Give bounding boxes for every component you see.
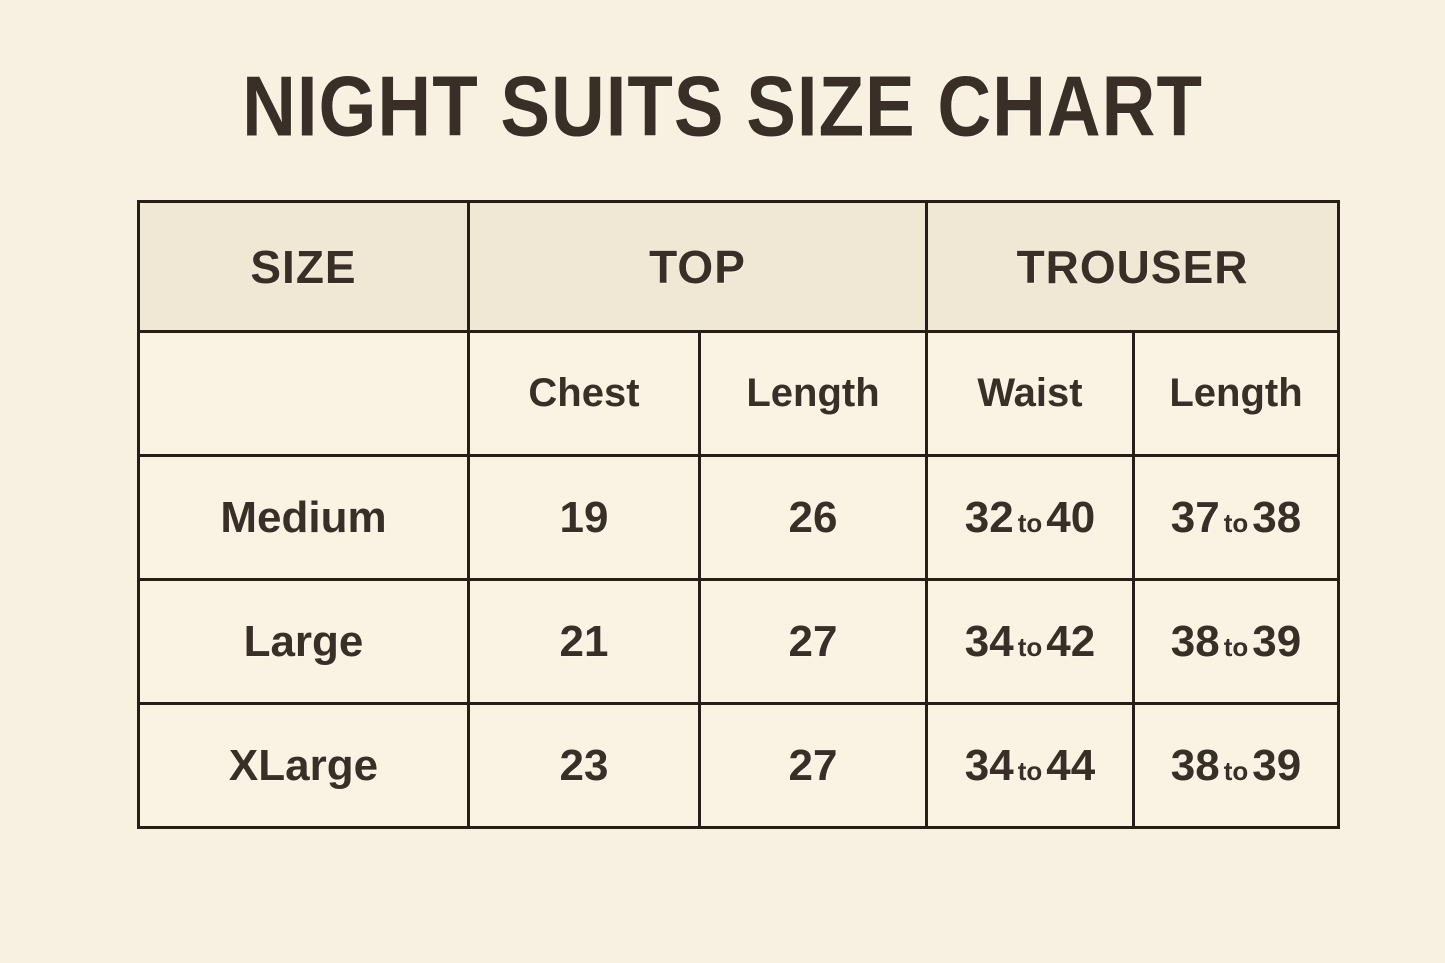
size-chart-table: SIZE TOP TROUSER Chest Length Waist Leng… [137, 200, 1341, 829]
chest-value: 23 [467, 702, 701, 829]
header-trouser: TROUSER [925, 200, 1341, 333]
range-separator: to [1017, 755, 1043, 786]
range-separator: to [1017, 631, 1043, 662]
top-length-value: 27 [697, 578, 929, 705]
waist-high: 40 [1046, 492, 1096, 542]
chest-value: 21 [467, 578, 701, 705]
table-row-large: Large 21 27 34 to42 38 to39 [137, 578, 1341, 705]
subheader-empty [137, 330, 470, 457]
range-separator: to [1223, 507, 1249, 538]
range-separator: to [1223, 631, 1249, 662]
sub-header-row: Chest Length Waist Length [137, 330, 1341, 457]
trouser-length-low: 38 [1170, 740, 1220, 790]
table-row-xlarge: XLarge 23 27 34 to44 38 to39 [137, 702, 1341, 829]
page-title: NIGHT SUITS SIZE CHART [242, 59, 1203, 155]
range-separator: to [1017, 507, 1043, 538]
size-label: Medium [137, 454, 470, 581]
size-label: XLarge [137, 702, 470, 829]
size-label: Large [137, 578, 470, 705]
subheader-top-length: Length [697, 330, 929, 457]
table-row-medium: Medium 19 26 32 to40 37 to38 [137, 454, 1341, 581]
trouser-length-range: 37 to38 [1132, 454, 1341, 581]
trouser-length-high: 39 [1252, 616, 1302, 666]
trouser-length-high: 39 [1252, 740, 1302, 790]
waist-low: 34 [964, 616, 1014, 666]
trouser-length-low: 38 [1170, 616, 1220, 666]
waist-high: 44 [1046, 740, 1096, 790]
group-header-row: SIZE TOP TROUSER [137, 200, 1341, 333]
waist-range: 34 to42 [925, 578, 1136, 705]
range-separator: to [1223, 755, 1249, 786]
subheader-waist: Waist [925, 330, 1136, 457]
trouser-length-high: 38 [1252, 492, 1302, 542]
waist-range: 34 to44 [925, 702, 1136, 829]
waist-low: 32 [964, 492, 1014, 542]
chest-value: 19 [467, 454, 701, 581]
trouser-length-range: 38 to39 [1132, 702, 1341, 829]
waist-range: 32 to40 [925, 454, 1136, 581]
subheader-trouser-length: Length [1132, 330, 1341, 457]
top-length-value: 26 [697, 454, 929, 581]
header-top: TOP [466, 200, 929, 333]
header-size: SIZE [137, 200, 470, 333]
waist-low: 34 [964, 740, 1014, 790]
trouser-length-range: 38 to39 [1132, 578, 1341, 705]
trouser-length-low: 37 [1170, 492, 1220, 542]
subheader-chest: Chest [467, 330, 701, 457]
top-length-value: 27 [697, 702, 929, 829]
waist-high: 42 [1046, 616, 1096, 666]
